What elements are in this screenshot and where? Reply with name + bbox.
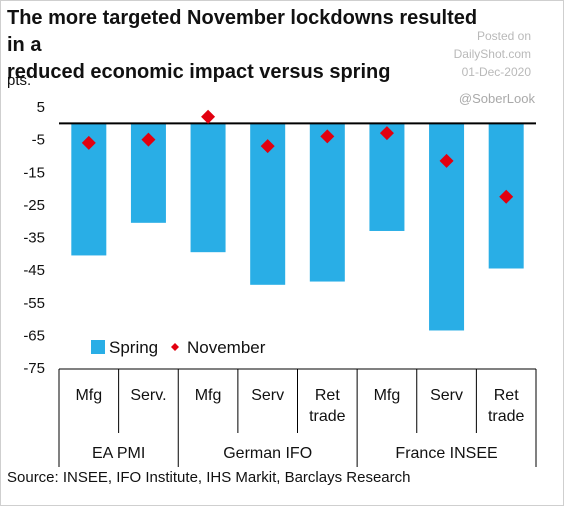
november-marker-0 <box>81 135 96 150</box>
november-marker-2 <box>201 109 216 124</box>
category-label-7-line-2: trade <box>488 408 525 425</box>
category-label-4-line-2: trade <box>309 408 346 425</box>
y-axis-label: pts. <box>7 72 31 89</box>
group-label-0: EA PMI <box>92 445 145 462</box>
legend-november-label: November <box>187 338 266 357</box>
y-tick-label-8: -75 <box>23 360 45 377</box>
spring-bar-2 <box>190 123 226 253</box>
november-marker-4 <box>320 129 335 144</box>
november-marker-5 <box>379 126 394 141</box>
november-marker-1 <box>141 132 156 147</box>
category-label-4-line-1: Ret <box>315 387 340 404</box>
category-label-5: Mfg <box>374 387 401 404</box>
category-label-7-line-1: Ret <box>494 387 519 404</box>
spring-bar-4 <box>309 123 345 282</box>
bar-chart: 5 -5 -15 -25 -35 -45 -55 -65 -75 pts. Mfg Serv. Mfg S… <box>7 72 537 467</box>
watermark-posted-on: Posted on <box>476 29 531 43</box>
y-tick-label-0: 5 <box>37 99 45 116</box>
title-line-2: reduced economic impact versus spring <box>7 61 391 83</box>
watermark-site: DailyShot.com <box>453 47 531 61</box>
spring-bar-5 <box>369 123 405 231</box>
y-tick-label-1: -5 <box>32 132 45 149</box>
y-tick-label-6: -55 <box>23 295 45 312</box>
y-tick-label-3: -25 <box>23 197 45 214</box>
y-tick-label-4: -35 <box>23 230 45 247</box>
chart-title: The more targeted November lockdowns res… <box>7 5 487 86</box>
november-marker-7 <box>499 189 514 204</box>
y-tick-label-5: -45 <box>23 262 45 279</box>
y-tick-label-7: -65 <box>23 327 45 344</box>
watermark-date: 01-Dec-2020 <box>461 65 531 79</box>
category-label-6: Serv <box>430 387 463 404</box>
legend-spring-label: Spring <box>109 338 158 357</box>
legend-november-marker <box>171 343 179 351</box>
category-label-3: Serv <box>251 387 284 404</box>
title-line-1: The more targeted November lockdowns res… <box>7 7 478 56</box>
legend-spring-swatch <box>91 340 105 354</box>
category-label-1: Serv. <box>130 387 166 404</box>
y-tick-label-2: -15 <box>23 164 45 181</box>
group-label-1: German IFO <box>223 445 312 462</box>
watermark-handle: @SoberLook <box>458 91 535 106</box>
source-note: Source: INSEE, IFO Institute, IHS Markit… <box>7 469 411 486</box>
group-label-2: France INSEE <box>395 445 497 462</box>
november-marker-6 <box>439 153 454 168</box>
category-label-0: Mfg <box>75 387 102 404</box>
november-marker-3 <box>260 139 275 154</box>
category-label-2: Mfg <box>195 387 222 404</box>
